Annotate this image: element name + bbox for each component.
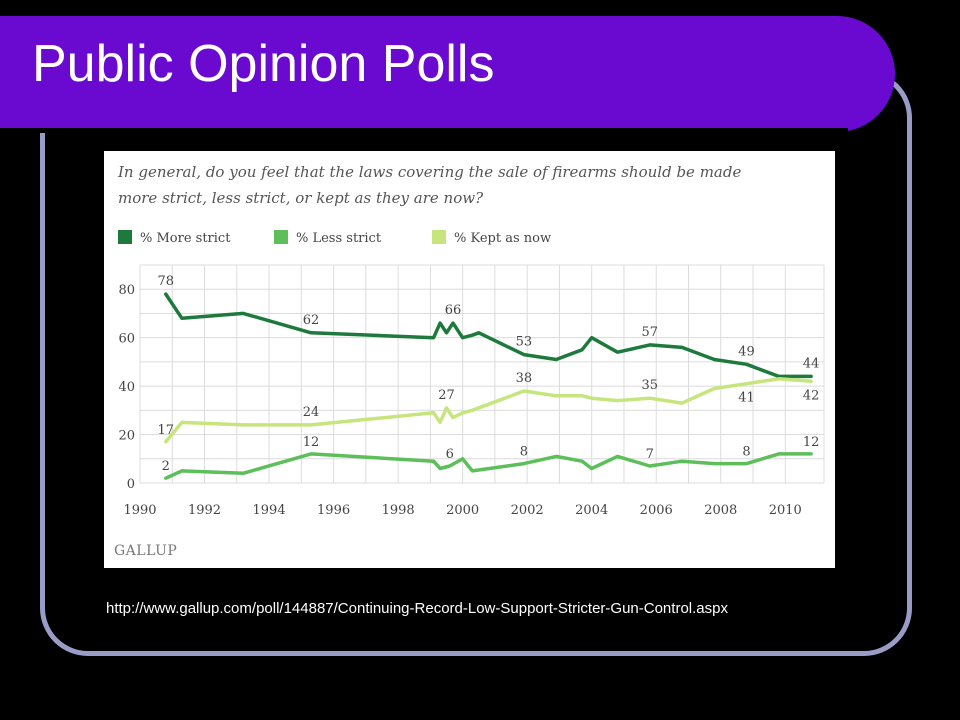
grid xyxy=(139,264,825,484)
x-tick-label: 2002 xyxy=(511,503,544,518)
data-label: 7 xyxy=(646,447,654,462)
data-label: 42 xyxy=(803,388,820,403)
data-label: 57 xyxy=(642,325,659,340)
series-group xyxy=(164,292,813,480)
data-label: 66 xyxy=(445,303,462,318)
legend-swatch xyxy=(432,230,446,244)
chart-question-line-1: In general, do you feel that the laws co… xyxy=(117,163,741,181)
data-label: 8 xyxy=(742,445,750,460)
data-label: 2 xyxy=(162,459,170,474)
chart-question-line-2: more strict, less strict, or kept as the… xyxy=(118,189,484,207)
legend-label: % Less strict xyxy=(296,231,382,246)
x-tick-label: 2010 xyxy=(769,503,802,518)
x-axis-ticks: 1990 1992 1994 1996 1998 2000 2002 2004 2006 2008… xyxy=(123,503,801,518)
slide-title: Public Opinion Polls xyxy=(32,35,495,93)
data-label: 78 xyxy=(158,274,175,289)
y-tick-label: 0 xyxy=(127,477,135,492)
legend: % More strict % Less strict % Kept as now xyxy=(118,230,551,246)
series-line xyxy=(164,377,813,444)
x-tick-label: 1994 xyxy=(253,503,286,518)
data-label: 24 xyxy=(303,405,320,420)
y-tick-label: 20 xyxy=(118,429,135,444)
legend-label: % Kept as now xyxy=(454,231,551,246)
x-tick-label: 2008 xyxy=(704,503,737,518)
y-tick-label: 80 xyxy=(118,283,135,298)
y-tick-label: 40 xyxy=(118,380,135,395)
title-divider xyxy=(0,128,848,133)
data-label: 49 xyxy=(738,344,755,359)
data-label: 8 xyxy=(520,445,528,460)
series-line xyxy=(164,292,813,379)
x-tick-label: 1992 xyxy=(188,503,221,518)
data-label: 62 xyxy=(303,313,320,328)
source-url[interactable]: http://www.gallup.com/poll/144887/Contin… xyxy=(106,600,728,617)
gallup-logo: GALLUP xyxy=(114,543,177,559)
data-label: 44 xyxy=(803,356,820,371)
x-tick-label: 1990 xyxy=(123,503,156,518)
x-tick-label: 1996 xyxy=(317,503,350,518)
x-tick-label: 2000 xyxy=(446,503,479,518)
data-label: 38 xyxy=(516,371,533,386)
line-chart: In general, do you feel that the laws co… xyxy=(114,163,825,559)
x-tick-label: 2004 xyxy=(575,503,608,518)
legend-swatch xyxy=(274,230,288,244)
data-label: 17 xyxy=(158,423,175,438)
data-label: 12 xyxy=(803,435,820,450)
x-tick-label: 2006 xyxy=(640,503,673,518)
title-bar xyxy=(0,16,895,132)
data-label: 12 xyxy=(303,435,320,450)
data-label: 53 xyxy=(516,335,533,350)
data-label: 41 xyxy=(738,391,755,406)
x-tick-label: 1998 xyxy=(382,503,415,518)
data-label: 27 xyxy=(438,388,455,403)
data-label: 35 xyxy=(642,378,659,393)
legend-label: % More strict xyxy=(140,231,231,246)
legend-swatch xyxy=(118,230,132,244)
y-tick-label: 60 xyxy=(118,332,135,347)
gallup-chart: In general, do you feel that the laws co… xyxy=(104,151,835,568)
y-axis-ticks: 0 20 40 60 80 xyxy=(118,283,135,492)
data-label: 6 xyxy=(446,447,454,462)
series-line xyxy=(164,452,813,480)
